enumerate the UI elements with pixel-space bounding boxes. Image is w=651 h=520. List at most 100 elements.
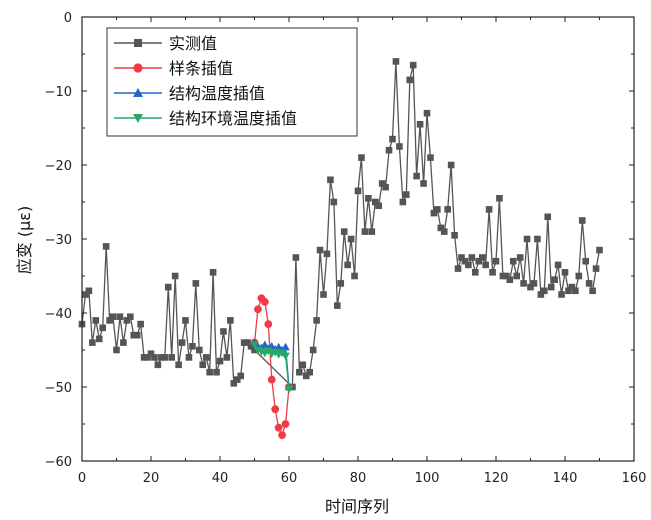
data-point	[340, 228, 348, 235]
data-point	[281, 352, 290, 361]
data-point	[585, 280, 593, 287]
data-point	[506, 276, 514, 283]
data-point	[323, 250, 331, 258]
data-point	[575, 272, 583, 280]
data-point	[281, 342, 290, 351]
data-point	[223, 354, 231, 361]
data-point	[227, 317, 234, 324]
data-point	[164, 283, 172, 291]
data-point	[178, 339, 186, 346]
data-point	[489, 269, 496, 276]
data-point	[565, 287, 572, 295]
data-point	[309, 346, 317, 354]
data-point	[461, 257, 469, 265]
data-point	[260, 340, 270, 349]
data-point	[182, 317, 189, 324]
x-tick-label: 120	[484, 471, 509, 486]
data-point	[358, 154, 365, 161]
data-point	[437, 224, 445, 232]
data-point	[468, 254, 476, 261]
data-point	[544, 213, 552, 221]
data-point	[513, 272, 520, 280]
x-tick-label: 0	[78, 471, 86, 486]
data-point	[371, 198, 379, 206]
data-point	[523, 235, 531, 243]
y-axis-title: 应变 (με)	[15, 206, 34, 274]
data-point	[541, 287, 548, 295]
data-point	[368, 228, 376, 235]
data-point	[409, 61, 417, 69]
data-point	[472, 269, 479, 276]
data-point	[592, 265, 600, 272]
data-point	[596, 246, 603, 254]
data-point	[250, 341, 259, 350]
data-point	[589, 287, 596, 295]
data-point	[144, 354, 151, 361]
data-point	[451, 232, 458, 239]
data-point	[416, 121, 424, 128]
data-point	[254, 305, 262, 314]
data-point	[316, 246, 324, 254]
data-point	[496, 195, 503, 202]
data-point	[158, 354, 165, 361]
data-point	[123, 317, 131, 324]
data-point	[492, 257, 500, 265]
data-point	[120, 339, 127, 346]
data-point	[527, 283, 534, 291]
data-point	[192, 280, 200, 287]
data-point	[216, 357, 224, 365]
y-tick-label: −10	[45, 85, 72, 100]
data-point	[113, 346, 120, 354]
data-point	[296, 368, 303, 376]
data-point	[399, 198, 407, 206]
data-point	[465, 261, 472, 269]
data-point	[482, 261, 489, 269]
data-point	[351, 272, 358, 280]
data-point	[102, 243, 110, 250]
data-point	[420, 180, 427, 187]
data-point	[284, 385, 294, 394]
data-point	[237, 372, 244, 380]
data-point	[233, 376, 241, 383]
data-point	[281, 420, 290, 428]
data-point	[337, 280, 345, 287]
x-axis-title: 时间序列	[325, 497, 389, 516]
data-point	[171, 272, 179, 280]
data-point	[520, 280, 527, 287]
data-point	[578, 217, 586, 224]
data-point	[140, 354, 148, 361]
data-point	[396, 143, 403, 150]
data-point	[516, 254, 524, 261]
data-point	[530, 280, 538, 287]
data-point	[444, 206, 451, 213]
data-point	[267, 375, 276, 384]
data-point	[251, 346, 258, 354]
data-point	[344, 261, 351, 269]
data-point	[185, 354, 193, 361]
data-point	[440, 228, 448, 235]
axes: 0 20 40 60 80 100 120 140 160 0 −10 −20 −30 −40 −50 −60	[45, 11, 647, 486]
data-point	[354, 187, 362, 195]
data-point	[130, 331, 138, 339]
data-point	[137, 320, 144, 328]
data-point	[361, 228, 369, 235]
data-point	[430, 209, 438, 217]
data-point	[378, 180, 386, 187]
x-tick-label: 60	[281, 471, 298, 486]
data-point	[413, 172, 420, 180]
data-point	[99, 324, 106, 332]
data-point	[106, 317, 113, 324]
data-point	[382, 183, 389, 191]
data-point	[447, 161, 455, 169]
data-point	[406, 76, 414, 84]
data-point	[389, 135, 396, 143]
data-point	[116, 313, 124, 320]
legend-marker-0	[134, 39, 142, 47]
data-point	[302, 372, 310, 380]
data-point	[551, 276, 558, 283]
data-point	[154, 361, 162, 369]
data-point	[270, 348, 280, 357]
data-point	[572, 287, 579, 295]
x-tick-label: 100	[415, 471, 440, 486]
